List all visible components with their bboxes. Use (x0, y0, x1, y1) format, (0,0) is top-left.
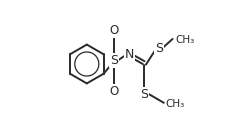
Text: O: O (110, 85, 119, 98)
Text: N: N (125, 48, 134, 61)
Text: CH₃: CH₃ (175, 35, 194, 45)
Text: CH₃: CH₃ (166, 99, 185, 109)
Text: S: S (140, 88, 148, 101)
Text: S: S (110, 54, 118, 67)
Text: S: S (156, 42, 164, 55)
Text: O: O (110, 24, 119, 37)
